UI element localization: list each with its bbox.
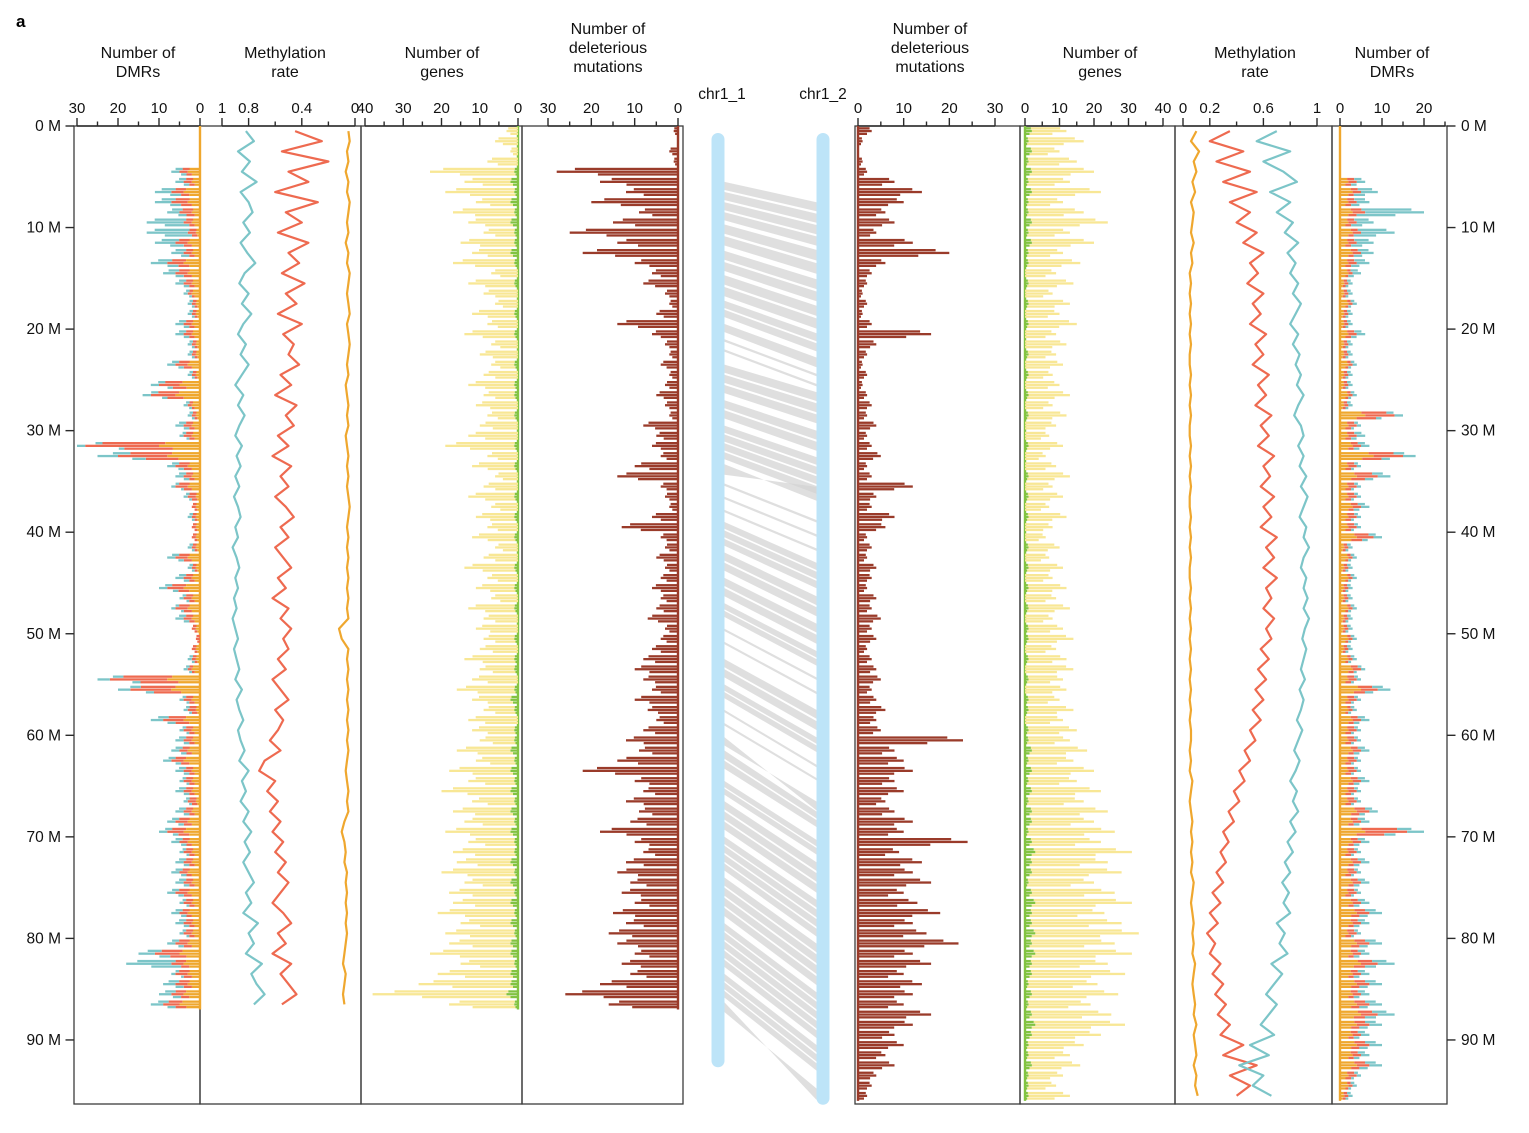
chromosome-label-chr1-2: chr1_2 — [799, 86, 847, 103]
track-genes-right — [1023, 126, 1139, 1101]
svg-text:80 M: 80 M — [1461, 930, 1495, 947]
svg-text:0.4: 0.4 — [291, 100, 312, 117]
svg-text:10 M: 10 M — [1461, 220, 1495, 237]
track-del-right — [856, 126, 968, 1101]
svg-text:20: 20 — [941, 100, 958, 117]
svg-text:30: 30 — [395, 100, 412, 117]
position-axis: 0 M 0 M 10 M 10 M 20 M 20 M 30 M 30 M 40 M 40 M 50… — [27, 118, 1496, 1049]
chromosome-bar-chr1_1 — [711, 133, 725, 1068]
track-dmr-left — [77, 126, 202, 1010]
svg-text:50 M: 50 M — [27, 626, 61, 643]
chromosome-bar-chr1_2 — [816, 133, 830, 1105]
svg-text:20: 20 — [1086, 100, 1103, 117]
svg-text:10: 10 — [471, 100, 488, 117]
svg-text:30 M: 30 M — [1461, 423, 1495, 440]
methylation-line-cpg — [231, 130, 266, 1006]
svg-text:0: 0 — [1021, 100, 1029, 117]
svg-text:90 M: 90 M — [27, 1032, 61, 1049]
svg-text:1: 1 — [1313, 100, 1321, 117]
svg-text:1: 1 — [218, 100, 226, 117]
svg-text:10: 10 — [1051, 100, 1068, 117]
methylation-line-cpg — [1238, 130, 1311, 1097]
svg-text:10: 10 — [151, 100, 168, 117]
track-del-left — [556, 126, 680, 1010]
panel-title-genes-right: Number of genes — [1062, 45, 1138, 81]
svg-text:40 M: 40 M — [1461, 524, 1495, 541]
svg-text:20: 20 — [1416, 100, 1433, 117]
panel-dmr-right: 0 10 20 — [1331, 100, 1448, 1105]
track-dmr-right — [1338, 126, 1424, 1101]
svg-text:60 M: 60 M — [1461, 727, 1495, 744]
svg-text:20: 20 — [433, 100, 450, 117]
svg-text:0.2: 0.2 — [1199, 100, 1220, 117]
svg-text:20: 20 — [583, 100, 600, 117]
panel-title-deleterious-right: Number of deleterious mutations — [890, 21, 970, 76]
panel-title-genes-left: Number of genes — [404, 45, 480, 81]
chromosome-label-chr1-1: chr1_1 — [698, 86, 746, 103]
svg-text:40 M: 40 M — [27, 524, 61, 541]
panel-title-dmrs-right: Number of DMRs — [1354, 45, 1430, 81]
panel-del-left: 30 20 10 0 — [521, 100, 684, 1105]
svg-text:20 M: 20 M — [27, 321, 61, 338]
svg-text:60 M: 60 M — [27, 727, 61, 744]
svg-text:50 M: 50 M — [1461, 626, 1495, 643]
track-meth-left — [231, 130, 351, 1006]
panel-title-deleterious-left: Number of deleterious mutations — [568, 21, 648, 76]
track-genes-left — [372, 126, 520, 1010]
svg-text:40: 40 — [357, 100, 374, 117]
svg-text:0: 0 — [854, 100, 862, 117]
methylation-line-chh — [1188, 130, 1201, 1097]
methylation-line-chh — [337, 130, 351, 1005]
svg-text:0: 0 — [1336, 100, 1344, 117]
svg-text:0: 0 — [196, 100, 204, 117]
svg-text:70 M: 70 M — [1461, 829, 1495, 846]
svg-text:70 M: 70 M — [27, 829, 61, 846]
svg-text:30: 30 — [540, 100, 557, 117]
panel-title-methylation-left: Methylation rate — [244, 45, 326, 81]
panel-title-dmrs-left: Number of DMRs — [100, 45, 176, 81]
svg-text:0.6: 0.6 — [1253, 100, 1274, 117]
svg-text:90 M: 90 M — [1461, 1032, 1495, 1049]
svg-text:30 M: 30 M — [27, 423, 61, 440]
svg-text:0 M: 0 M — [35, 118, 61, 135]
track-meth-right — [1188, 130, 1311, 1097]
svg-text:0: 0 — [351, 100, 359, 117]
chromosome-bars — [711, 133, 830, 1105]
svg-text:10 M: 10 M — [27, 220, 61, 237]
svg-text:80 M: 80 M — [27, 930, 61, 947]
methylation-line-chg — [1205, 130, 1278, 1097]
svg-text:40: 40 — [1155, 100, 1172, 117]
svg-text:0: 0 — [1179, 100, 1187, 117]
svg-text:10: 10 — [626, 100, 643, 117]
svg-text:30: 30 — [987, 100, 1004, 117]
panel-title-methylation-right: Methylation rate — [1214, 45, 1296, 81]
svg-text:20: 20 — [110, 100, 127, 117]
svg-text:0.8: 0.8 — [238, 100, 259, 117]
methylation-line-chg — [258, 130, 330, 1006]
synteny-ribbons — [724, 181, 817, 1100]
svg-text:0: 0 — [674, 100, 682, 117]
svg-text:10: 10 — [895, 100, 912, 117]
svg-text:30: 30 — [69, 100, 86, 117]
svg-text:20 M: 20 M — [1461, 321, 1495, 338]
panel-meth-right: 0 0.2 0.6 1 — [1174, 100, 1333, 1105]
figure-panel-letter: a — [16, 12, 26, 31]
svg-text:10: 10 — [1374, 100, 1391, 117]
svg-text:0: 0 — [514, 100, 522, 117]
svg-text:0 M: 0 M — [1461, 118, 1487, 135]
svg-text:30: 30 — [1120, 100, 1137, 117]
